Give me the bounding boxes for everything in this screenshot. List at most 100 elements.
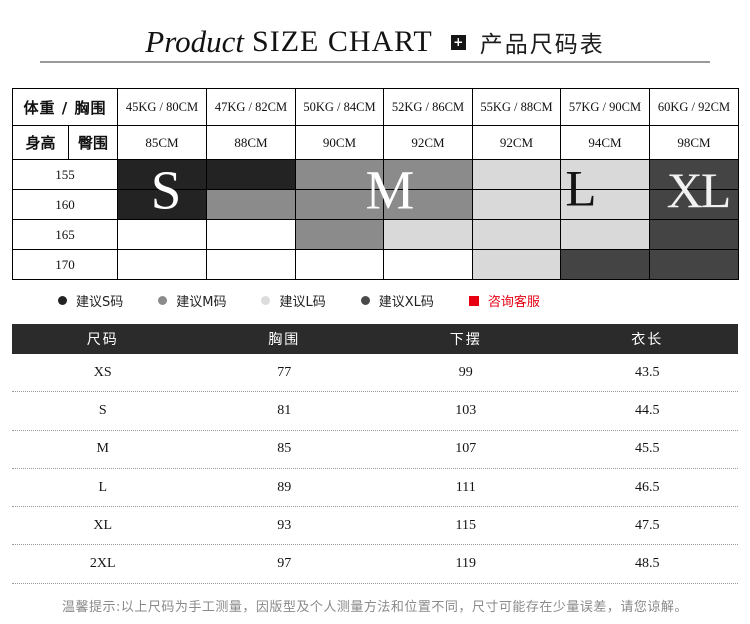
measure-row-M: M 85 107 45.5 [12,431,738,469]
size-recommendation-grid: 体重 / 胸围 45KG / 80CM 47KG / 82CM 50KG / 84CM… [12,88,739,280]
measure-cell-4-3: 47.5 [635,517,660,533]
hip-value-1: 88CM [206,125,296,160]
height-value-165: 165 [12,219,118,250]
size-cell-165-2 [295,219,384,250]
legend-circle-icon [58,296,67,305]
weight-bust-header-4: 55KG / 88CM [472,88,561,126]
size-cell-160-4 [472,189,561,220]
hip-value-5: 94CM [560,125,650,160]
measure-row-L: L 89 111 46.5 [12,469,738,508]
size-cell-155-1 [206,159,296,190]
height-value-155: 155 [12,159,118,190]
measure-cell-0-2: 99 [458,364,473,380]
measure-cell-0-3: 43.5 [635,364,660,380]
measure-cell-2-1: 85 [277,441,292,457]
size-cell-160-6 [649,189,739,220]
size-cell-155-5 [560,159,650,190]
hip-value-3: 92CM [383,125,473,160]
measure-row-XL: XL 93 115 47.5 [12,507,738,546]
size-grid-table: 体重 / 胸围 45KG / 80CM 47KG / 82CM 50KG / 84CM… [12,88,739,280]
measure-cell-4-1: 93 [277,517,292,533]
size-cell-165-0 [117,219,207,250]
legend-square-icon [468,295,479,306]
hip-value-0: 85CM [117,125,207,160]
grid-header-row-2: 身高 臀围 85CM 88CM 90CM 92CM 92CM 94CM 98CM [12,125,739,160]
size-cell-155-4 [472,159,561,190]
grid-body-row-160: 160 [12,189,739,220]
size-cell-170-6 [649,249,739,280]
weight-bust-header-1: 47KG / 82CM [206,88,296,126]
measure-row-XS: XS 77 99 43.5 [12,354,738,393]
hip-label: 臀围 [68,125,118,160]
size-cell-170-0 [117,249,207,280]
measure-cell-1-3: 44.5 [635,402,660,418]
measure-cell-3-1: 89 [277,479,292,495]
plus-square-icon: + [450,34,466,50]
legend-item-2: 建议L码 [261,291,326,310]
footer-note: 温馨提示:以上尺码为手工测量，因版型及个人测量方法和位置不同，尺寸可能存在少量误… [62,600,688,615]
title-divider [40,61,710,63]
height-value-170: 170 [12,249,118,280]
size-cell-170-5 [560,249,650,280]
grid-header-row-1: 体重 / 胸围 45KG / 80CM 47KG / 82CM 50KG / 84CM… [12,88,739,126]
measure-cell-4-2: 115 [455,517,476,533]
size-cell-155-3 [383,159,473,190]
measure-cell-4-0: XL [93,517,113,533]
measure-cell-1-0: S [98,402,107,418]
measure-cell-3-2: 111 [455,479,476,495]
grid-body-row-155: 155 [12,159,739,190]
size-cell-170-4 [472,249,561,280]
legend: 建议S码 建议M码 建议L码 建议XL码 咨询客服 [58,291,540,310]
weight-bust-header-6: 60KG / 92CM [649,88,739,126]
hip-value-4: 92CM [472,125,561,160]
measure-cell-5-3: 48.5 [635,556,660,572]
title-chinese: 产品尺码表 [479,32,605,58]
height-value-160: 160 [12,189,118,220]
size-cell-170-3 [383,249,473,280]
measure-row-2XL: 2XL 97 119 48.5 [12,545,738,584]
measure-table-body: XS 77 99 43.5 S 81 103 44.5 M 85 107 45.5 L 89 111 46.5… [12,354,738,584]
size-cell-160-5 [560,189,650,220]
weight-bust-corner-label: 体重 / 胸围 [12,88,118,126]
legend-item-1: 建议M码 [158,291,226,310]
legend-label: 建议XL码 [378,295,434,310]
measure-row-S: S 81 103 44.5 [12,392,738,431]
weight-bust-header-2: 50KG / 84CM [295,88,384,126]
measure-cell-2-0: M [96,441,109,457]
measure-table-header: 尺码 胸围 下摆 衣长 [12,324,738,354]
measure-header-1: 胸围 [268,332,301,348]
measure-cell-2-3: 45.5 [635,441,660,457]
weight-bust-header-5: 57KG / 90CM [560,88,650,126]
measure-cell-3-3: 46.5 [635,479,660,495]
size-cell-155-2 [295,159,384,190]
hip-value-6: 98CM [649,125,739,160]
measure-cell-1-2: 103 [455,402,477,418]
height-label: 身高 [12,125,69,160]
grid-body-row-170: 170 [12,249,739,280]
measure-cell-2-2: 107 [455,441,477,457]
measure-cell-0-0: XS [93,364,112,380]
measure-cell-5-1: 97 [277,556,292,572]
legend-label: 建议S码 [76,295,124,310]
legend-circle-icon [158,296,168,305]
size-cell-165-1 [206,219,296,250]
title-size-chart-word: SIZE CHART [252,25,433,58]
weight-bust-header-0: 45KG / 80CM [117,88,207,126]
size-cell-165-5 [560,219,650,250]
measure-header-2: 下摆 [449,332,482,348]
hip-value-2: 90CM [295,125,384,160]
measure-cell-0-1: 77 [277,364,292,380]
measure-cell-5-2: 119 [455,556,476,572]
size-cell-160-1 [206,189,296,220]
legend-item-4: 咨询客服 [468,291,540,310]
measure-cell-5-0: 2XL [89,556,116,572]
size-cell-155-0 [117,159,207,190]
size-cell-155-6 [649,159,739,190]
weight-bust-header-3: 52KG / 86CM [383,88,473,126]
legend-item-0: 建议S码 [58,291,123,310]
page-title: Product SIZE CHART + 产品尺码表 [0,24,750,59]
size-cell-165-6 [649,219,739,250]
grid-body-row-165: 165 [12,219,739,250]
legend-label: 建议L码 [279,295,326,310]
